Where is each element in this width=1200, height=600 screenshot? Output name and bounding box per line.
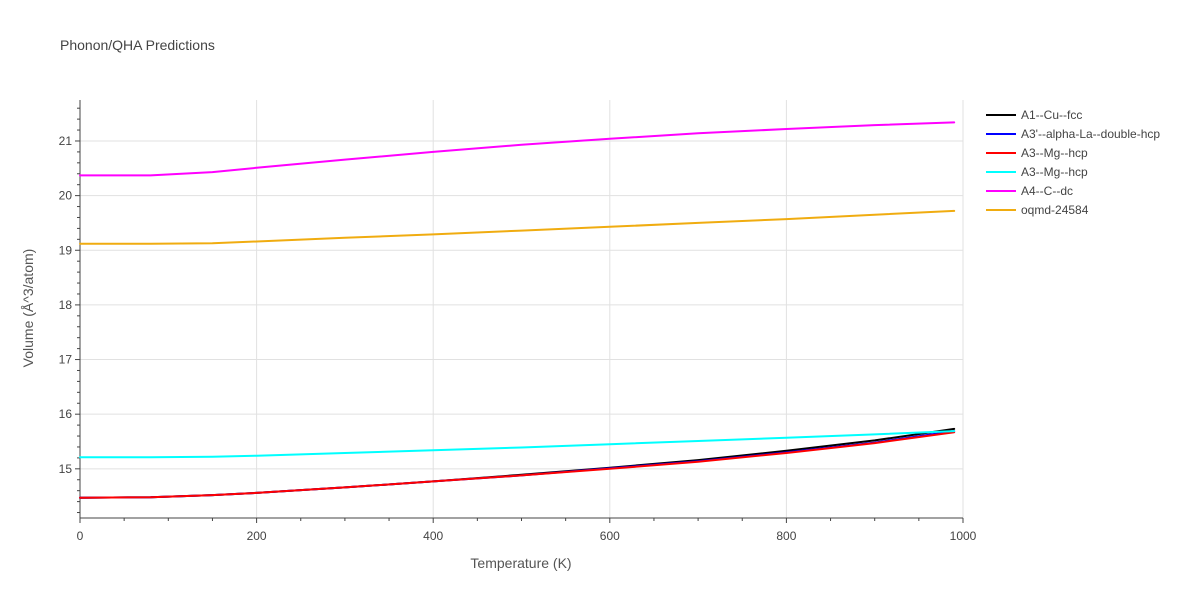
legend-label: A3--Mg--hcp	[1021, 165, 1088, 179]
legend-item-1[interactable]: A3'--alpha-La--double-hcp	[986, 127, 1160, 141]
grid-layer	[80, 100, 964, 518]
legend-label: oqmd-24584	[1021, 203, 1089, 217]
series-line-0	[79, 427, 956, 499]
x-tick-label: 200	[247, 529, 267, 543]
x-tick-label: 0	[77, 529, 84, 543]
y-tick-label: 19	[59, 243, 73, 257]
chart-title: Phonon/QHA Predictions	[60, 37, 215, 53]
legend-item-4[interactable]: A4--C--dc	[986, 184, 1073, 198]
series-line-5	[79, 209, 956, 245]
series-line-3	[79, 430, 956, 459]
legend-item-0[interactable]: A1--Cu--fcc	[986, 108, 1082, 122]
y-tick-label: 15	[59, 462, 73, 476]
legend-item-3[interactable]: A3--Mg--hcp	[986, 165, 1088, 179]
legend-item-5[interactable]: oqmd-24584	[986, 203, 1089, 217]
legend-label: A4--C--dc	[1021, 184, 1073, 198]
y-tick-label: 20	[59, 189, 73, 203]
legend-label: A3'--alpha-La--double-hcp	[1021, 127, 1160, 141]
series-line-2	[79, 431, 956, 499]
x-axis-title: Temperature (K)	[470, 555, 571, 571]
series-line-1	[79, 430, 956, 499]
legend[interactable]: A1--Cu--fcc A3'--alpha-La--double-hcp A3--…	[986, 108, 1160, 217]
x-tick-label: 1000	[950, 529, 977, 543]
axes-layer: 0 200 400 600 800 1000 15 16 17 18 19 20 21	[59, 100, 977, 543]
x-tick-label: 800	[776, 529, 796, 543]
y-tick-label: 21	[59, 134, 73, 148]
y-tick-label: 18	[59, 298, 73, 312]
x-tick-label: 600	[600, 529, 620, 543]
y-axis-title: Volume (Å^3/atom)	[20, 249, 36, 368]
y-tick-label: 17	[59, 353, 73, 367]
legend-label: A3--Mg--hcp	[1021, 146, 1088, 160]
legend-item-2[interactable]: A3--Mg--hcp	[986, 146, 1088, 160]
legend-label: A1--Cu--fcc	[1021, 108, 1082, 122]
series-layer	[79, 121, 956, 499]
x-tick-label: 400	[423, 529, 443, 543]
y-tick-label: 16	[59, 407, 73, 421]
series-line-4	[79, 121, 956, 177]
